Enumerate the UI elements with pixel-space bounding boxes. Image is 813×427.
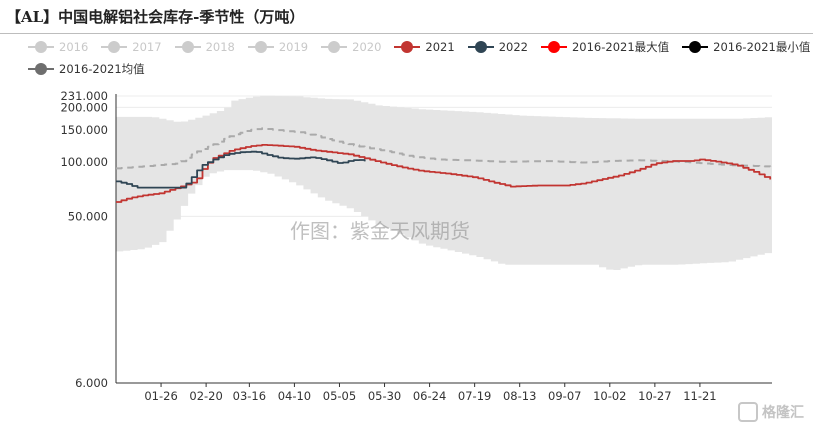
legend-row: 2016-2021均值 [28, 59, 798, 79]
legend-label: 2016-2021最大值 [571, 40, 670, 54]
corner-logo-icon [738, 402, 758, 422]
series-line-2022 [116, 150, 366, 189]
legend-marker-icon [28, 63, 54, 75]
x-tick-label: 05-05 [323, 389, 356, 403]
legend-label: 2017 [132, 40, 162, 54]
legend-label: 2022 [498, 40, 528, 54]
legend-item-2016-2021均值[interactable]: 2016-2021均值 [28, 61, 145, 77]
y-tick-label: 50.000 [68, 209, 108, 223]
legend-item-2016-2021最大值[interactable]: 2016-2021最大值 [540, 39, 670, 55]
x-tick-label: 08-13 [503, 389, 536, 403]
x-tick-label: 03-16 [233, 389, 266, 403]
minmax-band [116, 95, 772, 270]
x-tick-label: 07-19 [458, 389, 491, 403]
legend-marker-icon [28, 41, 54, 53]
legend-row: 2016 2017 2018 2019 2020 2021 2022 2016-2021最大值… [28, 37, 810, 57]
legend-item-2017[interactable]: 2017 [101, 40, 162, 54]
legend-marker-icon [247, 41, 274, 53]
x-tick-label: 02-20 [189, 389, 222, 403]
chart-title: 【AL】中国电解铝社会库存-季节性（万吨） [6, 8, 305, 26]
x-tick-label: 10-27 [638, 389, 671, 403]
legend-label: 2020 [352, 40, 382, 54]
x-tick-label: 06-24 [413, 389, 446, 403]
legend-marker-icon [467, 41, 494, 53]
legend-label: 2016-2021均值 [59, 62, 145, 76]
legend-marker-icon [540, 41, 567, 53]
legend-label: 2016-2021最小值 [713, 40, 811, 54]
title-divider [0, 33, 813, 34]
legend-item-2022[interactable]: 2022 [467, 40, 528, 54]
legend-label: 2016 [59, 40, 89, 54]
x-tick-label: 04-10 [278, 389, 311, 403]
series-line-2016-2021均值 [116, 127, 772, 170]
x-tick-label: 05-30 [368, 389, 401, 403]
legend-item-2016-2021最小值[interactable]: 2016-2021最小值 [682, 39, 810, 55]
legend-marker-icon [321, 41, 348, 53]
legend-item-2021[interactable]: 2021 [394, 40, 455, 54]
y-tick-label: 100.000 [60, 155, 108, 169]
x-tick-label: 10-02 [593, 389, 626, 403]
chart-watermark: 作图：紫金天风期货 [290, 219, 470, 243]
legend-marker-icon [682, 41, 709, 53]
chart-legend: 2016 2017 2018 2019 2020 2021 2022 2016-2021最大值… [28, 37, 810, 81]
legend-marker-icon [394, 41, 421, 53]
y-tick-label: 231.000 [60, 89, 108, 103]
legend-label: 2018 [205, 40, 235, 54]
legend-item-2019[interactable]: 2019 [247, 40, 309, 54]
legend-item-2016[interactable]: 2016 [28, 40, 88, 54]
legend-label: 2019 [278, 40, 309, 54]
legend-item-2020[interactable]: 2020 [321, 40, 381, 54]
y-tick-label: 200.000 [60, 100, 108, 114]
legend-label: 2021 [425, 40, 455, 54]
legend-marker-icon [174, 41, 201, 53]
x-tick-label: 01-26 [144, 389, 177, 403]
y-tick-label: 6.000 [75, 376, 108, 390]
legend-marker-icon [101, 41, 128, 53]
corner-mark: 格隆汇 [762, 405, 804, 421]
legend-item-2018[interactable]: 2018 [174, 40, 235, 54]
x-tick-label: 09-07 [548, 389, 581, 403]
x-tick-label: 11-21 [683, 389, 716, 403]
y-tick-label: 150.000 [60, 123, 108, 137]
